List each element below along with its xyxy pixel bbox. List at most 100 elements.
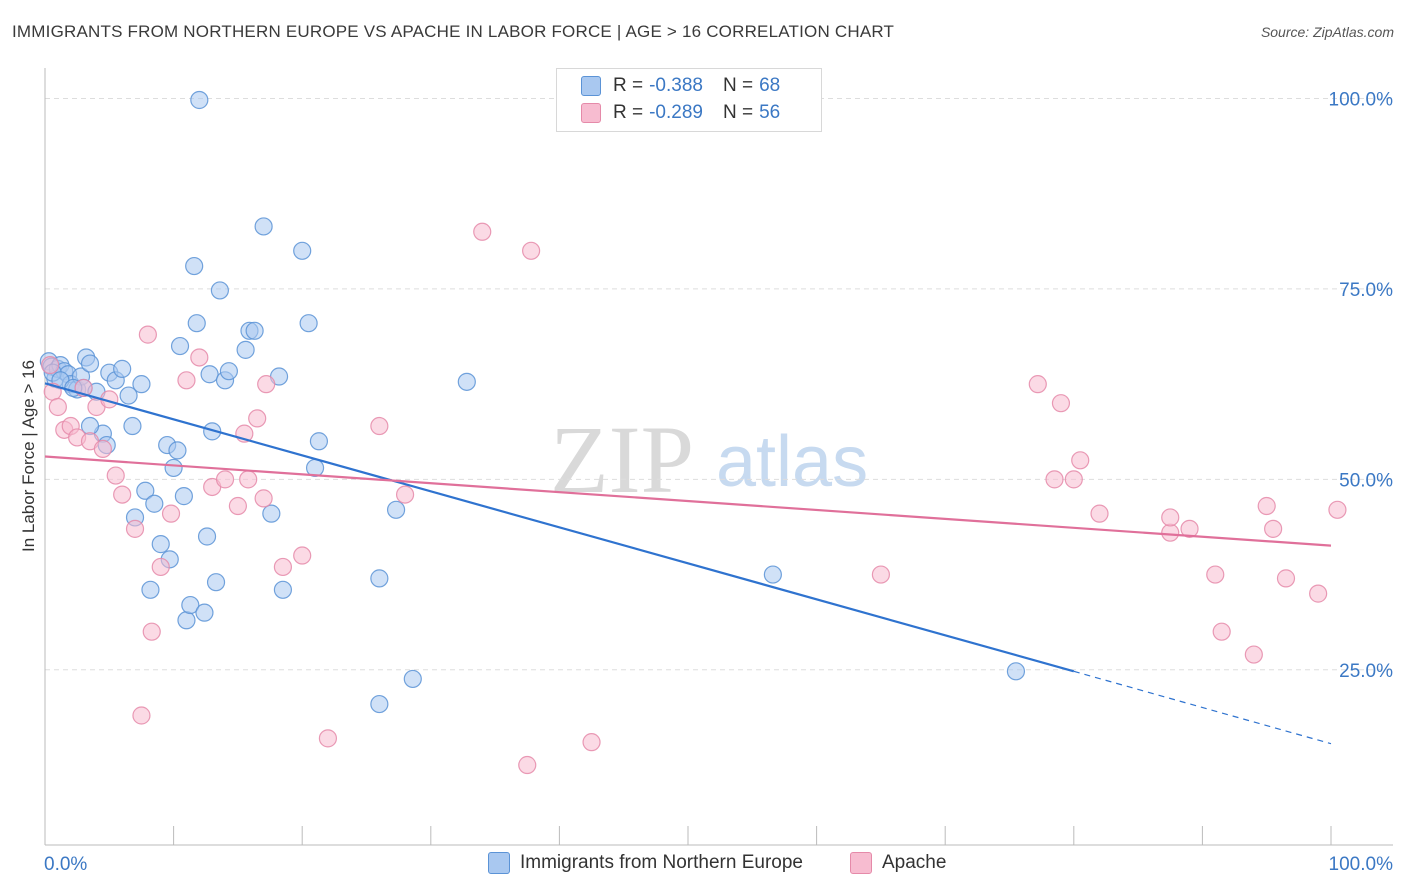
series-legend-label: Apache: [882, 852, 947, 873]
blue-point: [151, 535, 170, 554]
blue-point: [190, 90, 209, 110]
blue-point: [80, 354, 100, 373]
blue-point: [203, 422, 222, 441]
legend-r-label: R =: [613, 102, 644, 123]
chart-title: IMMIGRANTS FROM NORTHERN EUROPE VS APACH…: [12, 22, 895, 41]
pink-point: [106, 466, 125, 485]
pink-point: [370, 416, 389, 436]
pink-point: [582, 733, 601, 752]
blue-point: [1006, 662, 1026, 681]
pink-point: [395, 485, 415, 504]
blue-point: [206, 573, 226, 592]
legend-r-value: -0.388: [649, 75, 703, 96]
pink-point: [1309, 584, 1328, 603]
blue-point: [195, 603, 214, 622]
blue-point: [200, 365, 219, 384]
pink-point: [1028, 375, 1047, 394]
blue-point: [185, 256, 204, 276]
blue-point: [123, 416, 142, 436]
blue-point: [168, 441, 187, 460]
pink-point: [273, 557, 293, 577]
pink-point: [215, 470, 235, 489]
pink-point: [142, 622, 161, 641]
series-legend-label: Immigrants from Northern Europe: [520, 852, 803, 873]
legend-row-series2: R = -0.289 N = 56: [581, 101, 780, 125]
blue-point: [164, 458, 183, 478]
pink-point: [239, 470, 258, 489]
blue-point: [132, 375, 151, 394]
pink-point: [151, 557, 170, 577]
blue-point: [262, 504, 281, 523]
pink-point: [48, 397, 67, 417]
trendline-blue-extension: [1073, 670, 1332, 745]
series-swatch-pink: [850, 852, 872, 874]
pink-point: [1161, 508, 1180, 527]
pink-point: [1276, 569, 1296, 588]
blue-point: [113, 359, 132, 378]
pink-point: [248, 409, 267, 428]
watermark-zip: ZIP: [550, 406, 694, 513]
blue-point: [403, 669, 422, 689]
legend-n-value: 68: [759, 75, 781, 96]
pink-point: [1264, 519, 1283, 538]
pink-point: [1206, 565, 1225, 584]
pink-point: [161, 504, 181, 523]
blue-point: [293, 241, 312, 260]
pink-point: [518, 755, 537, 775]
blue-point: [174, 487, 193, 506]
blue-point: [273, 580, 293, 599]
pink-point: [1328, 500, 1347, 519]
pink-point: [1051, 394, 1071, 413]
legend-n-label: N =: [722, 102, 754, 123]
y-tick-label: 100.0%: [1329, 89, 1394, 110]
series-swatch-blue: [488, 852, 510, 874]
pink-point: [1257, 496, 1276, 516]
blue-point: [197, 527, 217, 546]
blue-point: [763, 565, 782, 584]
blue-point: [119, 386, 138, 405]
blue-point: [136, 481, 155, 500]
pink-point: [522, 241, 541, 260]
trendline-blue: [44, 382, 1075, 673]
pink-point: [871, 565, 891, 584]
pink-point: [228, 496, 247, 516]
legend-n-label: N =: [722, 75, 754, 96]
watermark-atlas: atlas: [716, 422, 868, 502]
pink-point: [254, 489, 273, 508]
legend-row-series1: R = -0.388 N = 68: [581, 74, 780, 98]
trendline-pink: [44, 455, 1332, 547]
blue-point: [210, 281, 229, 300]
y-axis-label: In Labor Force | Age > 16: [19, 360, 38, 552]
y-tick-label: 25.0%: [1339, 661, 1393, 682]
pink-point: [1212, 622, 1231, 641]
series-legend: Immigrants from Northern Europe Apache: [0, 852, 1406, 878]
pink-point: [473, 222, 492, 241]
legend-r-value: -0.289: [649, 102, 703, 123]
blue-point: [177, 611, 196, 630]
blue-point: [299, 314, 318, 333]
blue-point: [145, 494, 164, 513]
blue-point: [254, 217, 273, 236]
pink-point: [1090, 504, 1109, 523]
blue-point: [370, 694, 389, 714]
x-tick-label-max: 100.0%: [1329, 854, 1394, 875]
legend-swatch-blue: [581, 76, 601, 96]
pink-point: [113, 485, 132, 504]
pink-point: [318, 729, 338, 748]
y-tick-label: 75.0%: [1339, 280, 1393, 301]
legend-n-value: 56: [759, 102, 781, 123]
series-legend-item-2: Apache: [850, 852, 946, 874]
pink-point: [1045, 470, 1064, 489]
blue-point: [236, 340, 255, 359]
pink-point: [1161, 523, 1180, 542]
pink-point: [93, 439, 112, 458]
blue-point: [219, 362, 238, 381]
pink-point: [1071, 451, 1090, 470]
correlation-legend: R = -0.388 N = 68 R = -0.289 N = 56: [556, 68, 822, 132]
blue-point: [457, 372, 476, 391]
pink-point: [257, 375, 276, 394]
source-label: Source: ZipAtlas.com: [1260, 24, 1394, 40]
blue-point: [181, 595, 200, 615]
pink-point: [138, 325, 157, 344]
